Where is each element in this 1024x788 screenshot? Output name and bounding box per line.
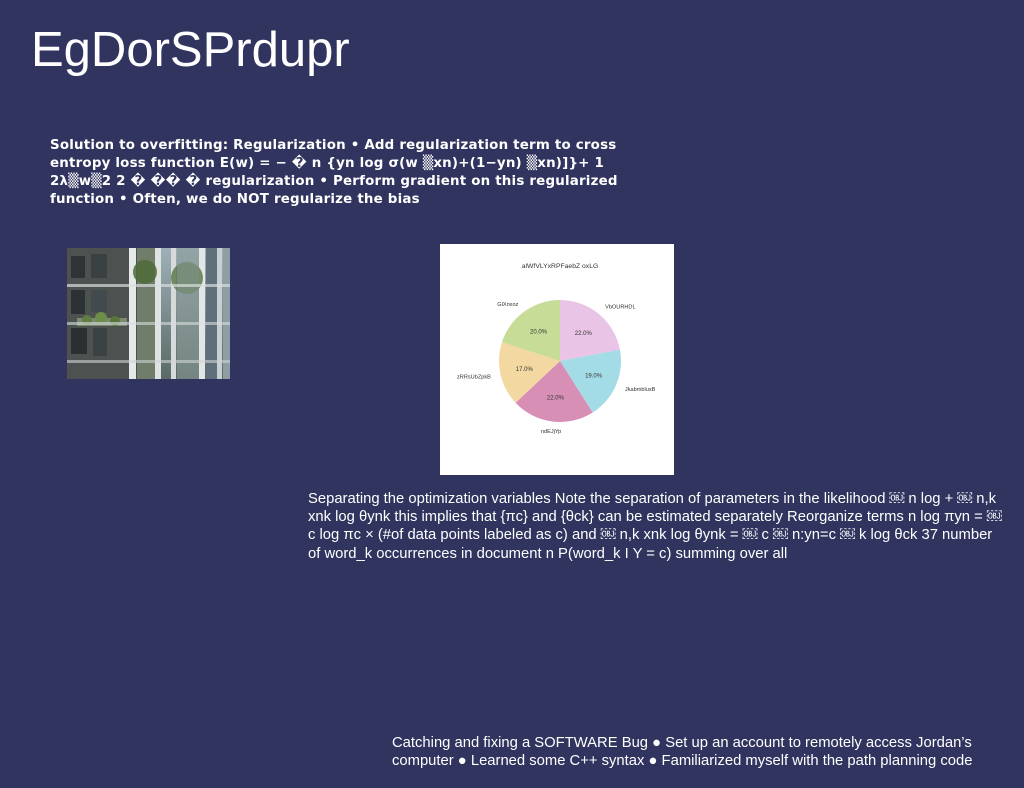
optimization-text: Separating the optimization variables No… — [308, 490, 1008, 563]
slide-title: EgDorSPrdupr — [31, 22, 350, 78]
pie-percent-label: 20.0% — [530, 329, 548, 335]
pie-percent-label: 22.0% — [547, 395, 565, 401]
pie-chart: alWfVLYxRPFaebZ oxLG 22.0% 19.0% 22.0% 17.0… — [440, 244, 674, 475]
footer-text: Catching and fixing a SOFTWARE Bug ● Set… — [392, 735, 1024, 770]
pie-percent-label: 17.0% — [516, 367, 534, 373]
pie-category-label: zRRsUbZpkB — [457, 374, 491, 380]
regularization-text: Solution to overfitting: Regularization … — [50, 137, 620, 209]
pie-percent-label: 19.0% — [585, 374, 603, 380]
building-facade-photo — [67, 248, 230, 379]
pie-percent-label: 22.0% — [575, 331, 593, 337]
pie-category-label: ndEJjYp — [541, 429, 561, 435]
pie-category-label: GlXnxoz — [497, 302, 518, 308]
pie-category-label: JkabmbluxB — [625, 387, 656, 393]
pie-category-label: VbOURHDL — [605, 305, 635, 311]
chart-title: alWfVLYxRPFaebZ oxLG — [522, 263, 599, 270]
